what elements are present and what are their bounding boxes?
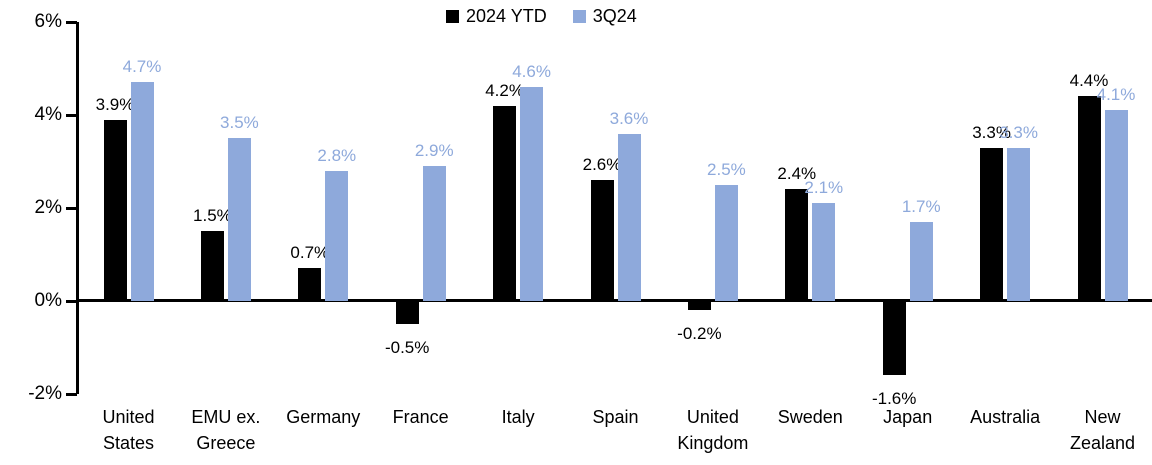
category-label-emu-ex-greece: EMU ex. Greece	[191, 407, 261, 453]
bar-2024-ytd-new-zealand	[1077, 96, 1101, 301]
bar-3q24-spain	[617, 133, 641, 301]
category-label-italy: Italy	[501, 407, 535, 427]
value-label-2024-ytd-australia: 3.3%	[972, 122, 1011, 142]
value-label-2024-ytd-germany: 0.7%	[290, 243, 330, 263]
bar-3q24-germany	[325, 170, 349, 301]
y-axis-tick	[66, 206, 77, 210]
value-label-2024-ytd-united-kingdom: -0.2%	[677, 324, 722, 344]
value-label-2024-ytd-sweden: 2.4%	[777, 164, 817, 184]
value-label-2024-ytd-emu-ex-greece: 1.5%	[193, 206, 232, 226]
bar-2024-ytd-france	[395, 301, 419, 325]
value-label-3q24-united-kingdom: 2.5%	[707, 159, 746, 179]
bar-2024-ytd-japan	[882, 301, 906, 376]
category-label-united-states: United States	[102, 407, 155, 453]
value-label-2024-ytd-new-zealand: 4.4%	[1069, 71, 1109, 91]
value-label-3q24-emu-ex-greece: 3.5%	[220, 113, 259, 133]
bar-3q24-australia	[1007, 147, 1031, 301]
legend-item-2024-ytd: 2024 YTD	[446, 6, 547, 27]
value-label-3q24-japan: 1.7%	[901, 196, 941, 216]
bar-3q24-sweden	[812, 203, 836, 301]
bar-3q24-new-zealand	[1104, 110, 1128, 301]
y-axis-tick-label: 4%	[34, 104, 62, 125]
value-label-2024-ytd-spain: 2.6%	[582, 155, 622, 175]
value-label-3q24-united-states: 4.7%	[122, 57, 162, 77]
y-axis-tick	[66, 20, 77, 24]
bar-3q24-italy	[520, 87, 544, 301]
category-label-australia: Australia	[970, 407, 1041, 427]
category-label-france: France	[392, 407, 449, 427]
y-axis-line	[76, 22, 79, 394]
value-label-3q24-italy: 4.6%	[512, 62, 551, 82]
value-label-2024-ytd-united-states: 3.9%	[95, 94, 135, 114]
bar-2024-ytd-sweden	[785, 189, 809, 301]
legend-label: 2024 YTD	[466, 6, 547, 26]
legend-label: 3Q24	[592, 6, 637, 26]
bar-2024-ytd-italy	[493, 105, 517, 301]
bar-2024-ytd-germany	[298, 268, 322, 301]
value-label-3q24-spain: 3.6%	[609, 108, 649, 128]
legend: 2024 YTD 3Q24	[446, 6, 637, 27]
value-label-2024-ytd-japan: -1.6%	[871, 389, 917, 409]
value-label-3q24-france: 2.9%	[414, 141, 454, 161]
y-axis-tick-label: 2%	[34, 197, 62, 218]
y-axis-tick-label: 6%	[34, 11, 62, 32]
category-label-japan: Japan	[883, 407, 933, 427]
value-label-3q24-new-zealand: 4.1%	[1096, 85, 1136, 105]
bar-3q24-japan	[909, 221, 933, 301]
category-label-united-kingdom: United Kingdom	[677, 407, 749, 453]
bar-3q24-emu-ex-greece	[227, 138, 251, 301]
y-axis-tick	[66, 299, 77, 303]
y-axis-tick-label: -2%	[28, 383, 62, 404]
y-axis-tick	[66, 113, 77, 117]
bar-3q24-united-states	[130, 82, 154, 301]
category-label-germany: Germany	[286, 407, 361, 427]
bar-2024-ytd-united-states	[103, 119, 127, 301]
bar-2024-ytd-australia	[980, 147, 1004, 301]
y-axis-tick-label: 0%	[34, 290, 62, 311]
value-label-2024-ytd-france: -0.5%	[384, 338, 430, 358]
value-label-2024-ytd-italy: 4.2%	[485, 80, 524, 100]
bar-2024-ytd-spain	[590, 180, 614, 301]
value-label-3q24-germany: 2.8%	[317, 145, 357, 165]
category-label-new-zealand: New Zealand	[1069, 407, 1136, 453]
bar-2024-ytd-emu-ex-greece	[200, 231, 224, 301]
bar-3q24-united-kingdom	[714, 184, 738, 301]
legend-swatch-3q24	[572, 10, 586, 23]
value-label-3q24-australia: 3.3%	[999, 122, 1038, 142]
category-label-sweden: Sweden	[777, 407, 843, 427]
x-axis-zero-line	[76, 299, 1152, 302]
category-label-spain: Spain	[592, 407, 639, 427]
legend-item-3q24: 3Q24	[572, 6, 637, 27]
legend-swatch-2024-ytd	[446, 10, 459, 23]
bar-2024-ytd-united-kingdom	[687, 301, 711, 311]
bar-3q24-france	[422, 166, 446, 301]
y-axis-tick	[66, 392, 77, 396]
value-label-3q24-sweden: 2.1%	[804, 178, 844, 198]
